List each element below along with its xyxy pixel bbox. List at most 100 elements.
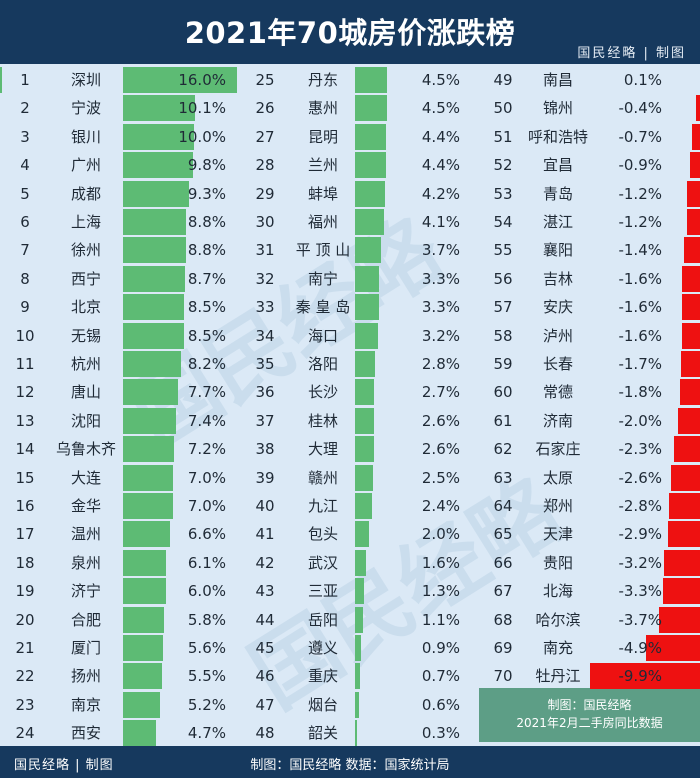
table-row: 1 深圳 16.0%	[0, 66, 700, 94]
value-label: 7.7%	[187, 383, 226, 401]
bar	[123, 294, 184, 320]
header: 2021年70城房价涨跌榜 国民经略 | 制图	[0, 0, 700, 64]
bar	[355, 152, 387, 178]
note-box: 制图：国民经略 2021年2月二手房同比数据	[479, 688, 700, 742]
footer: 国民经略 | 制图 制图：国民经略 数据：国家统计局	[0, 746, 700, 778]
table-row: 41 包头 2.0%	[0, 520, 700, 548]
header-brand: 国民经略 | 制图	[577, 46, 686, 61]
bar	[690, 152, 700, 178]
bar	[686, 181, 700, 207]
city-label: 合肥	[70, 611, 101, 629]
rank-label: 53	[493, 185, 513, 203]
value-label: -9.9%	[618, 667, 662, 685]
rank-label: 39	[255, 469, 275, 487]
value-label: -2.9%	[618, 525, 662, 543]
rank-label: 18	[15, 554, 35, 572]
city-label: 徐州	[70, 241, 101, 259]
bar	[355, 493, 373, 519]
bar	[682, 323, 700, 349]
footer-brand: 国民经略 | 制图	[14, 758, 114, 773]
value-label: 5.5%	[187, 667, 226, 685]
value-label: -3.2%	[618, 554, 662, 572]
value-label: 0.3%	[421, 724, 460, 742]
bar	[0, 67, 2, 93]
value-label: -1.2%	[618, 185, 662, 203]
city-label: 乌鲁木齐	[55, 440, 116, 458]
value-label: 3.2%	[421, 327, 460, 345]
value-label: -1.6%	[618, 327, 662, 345]
table-row: 70 牡丹江 -9.9%	[0, 662, 700, 690]
rank-label: 21	[15, 639, 35, 657]
city-label: 深圳	[70, 71, 101, 89]
value-label: -0.4%	[618, 99, 662, 117]
rank-label: 29	[255, 185, 275, 203]
city-label: 长春	[542, 355, 573, 373]
rank-label: 49	[493, 71, 513, 89]
table-row: 21 厦门 5.6%	[0, 634, 700, 662]
value-label: 2.6%	[421, 412, 460, 430]
bar	[123, 323, 184, 349]
bar	[645, 635, 700, 661]
city-label: 岳阳	[307, 611, 338, 629]
value-label: 8.2%	[187, 355, 226, 373]
table-row: 33 秦 皇 岛 3.3%	[0, 293, 700, 321]
table-row: 22 扬州 5.5%	[0, 662, 700, 690]
city-label: 烟台	[307, 696, 338, 714]
city-label: 桂林	[307, 412, 338, 430]
bar	[123, 550, 167, 576]
rank-label: 4	[20, 156, 30, 174]
city-label: 宁波	[70, 99, 101, 117]
table-row: 52 宜昌 -0.9%	[0, 151, 700, 179]
value-label: -1.8%	[618, 383, 662, 401]
value-label: 2.5%	[421, 469, 460, 487]
city-label: 包头	[307, 525, 338, 543]
bar	[123, 209, 186, 235]
city-label: 无锡	[70, 327, 101, 345]
rank-label: 12	[15, 383, 35, 401]
bar	[355, 67, 388, 93]
rank-label: 1	[20, 71, 30, 89]
bar	[355, 635, 362, 661]
table-row: 17 温州 6.6%	[0, 520, 700, 548]
bar	[684, 237, 700, 263]
table-row: 23 南京 5.2%	[0, 691, 700, 719]
value-label: 4.4%	[421, 128, 460, 146]
rank-label: 51	[493, 128, 513, 146]
rank-label: 68	[493, 611, 513, 629]
rank-label: 14	[15, 440, 35, 458]
value-label: -2.3%	[618, 440, 662, 458]
bar	[355, 607, 363, 633]
city-label: 上海	[70, 213, 101, 231]
bar	[123, 692, 161, 718]
city-label: 大连	[70, 469, 101, 487]
rank-label: 24	[15, 724, 35, 742]
table-row: 31 平 顶 山 3.7%	[0, 236, 700, 264]
city-label: 沈阳	[70, 412, 101, 430]
value-label: 0.1%	[623, 71, 662, 89]
city-label: 平 顶 山	[295, 241, 351, 259]
rank-label: 58	[493, 327, 513, 345]
rank-label: 50	[493, 99, 513, 117]
table-row: 51 呼和浩特 -0.7%	[0, 123, 700, 151]
value-label: 4.7%	[187, 724, 226, 742]
note-line-2: 2021年2月二手房同比数据	[516, 716, 663, 730]
rank-label: 57	[493, 298, 513, 316]
table-row: 34 海口 3.2%	[0, 322, 700, 350]
city-label: 韶关	[307, 724, 338, 742]
city-label: 福州	[307, 213, 338, 231]
table-row: 19 济宁 6.0%	[0, 577, 700, 605]
bar	[123, 493, 173, 519]
table-row: 61 济南 -2.0%	[0, 407, 700, 435]
table-row: 48 韶关 0.3%	[0, 719, 700, 746]
value-label: 1.6%	[421, 554, 460, 572]
city-label: 牡丹江	[535, 667, 581, 685]
table-row: 59 长春 -1.7%	[0, 350, 700, 378]
value-label: 5.2%	[187, 696, 226, 714]
table-row: 24 西安 4.7%	[0, 719, 700, 746]
table-row: 15 大连 7.0%	[0, 464, 700, 492]
rank-label: 22	[15, 667, 35, 685]
rank-label: 26	[255, 99, 275, 117]
city-label: 海口	[307, 327, 338, 345]
bar	[355, 124, 387, 150]
bar	[355, 323, 378, 349]
